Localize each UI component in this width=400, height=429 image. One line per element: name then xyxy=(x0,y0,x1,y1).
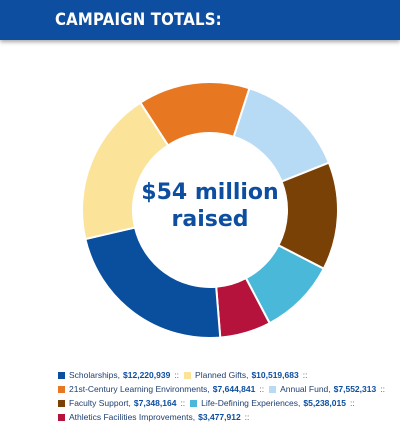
legend-separator: :: xyxy=(349,398,355,408)
legend-label: 21st-Century Learning Environments, xyxy=(69,384,210,394)
center-amount: $54 million xyxy=(141,180,278,205)
legend-separator: :: xyxy=(180,398,186,408)
slice-scholarships xyxy=(84,226,222,339)
legend-value: $7,348,164 xyxy=(133,398,177,408)
legend-value: $12,220,939 xyxy=(123,370,171,380)
legend-label: Life-Defining Experiences, xyxy=(201,398,301,408)
legend-row: Faculty Support, $7,348,164:: Life-Definin… xyxy=(58,396,398,410)
legend-value: $10,519,683 xyxy=(251,370,299,380)
slice-planned-gifts xyxy=(81,101,170,241)
legend-value: $5,238,015 xyxy=(303,398,346,408)
legend-value: $3,477,912 xyxy=(198,412,241,422)
legend-swatch xyxy=(58,399,65,407)
chart-legend: Scholarships, $12,220,939:: Planned Gifts,… xyxy=(58,368,398,424)
legend-swatch xyxy=(184,371,192,379)
legend-separator: :: xyxy=(380,384,385,394)
legend-swatch xyxy=(58,413,65,421)
legend-label: Athletics Facilities Improvements, xyxy=(69,412,196,422)
legend-swatch xyxy=(58,371,65,379)
legend-value: $7,644,841 xyxy=(212,384,256,394)
center-label: raised xyxy=(172,207,249,232)
legend-separator: :: xyxy=(302,370,308,380)
header-bar: CAMPAIGN TOTALS: xyxy=(0,0,400,40)
legend-label: Planned Gifts, xyxy=(195,370,249,380)
legend-separator: :: xyxy=(174,370,180,380)
legend-row: Scholarships, $12,220,939:: Planned Gifts,… xyxy=(58,368,398,382)
legend-row: 21st-Century Learning Environments, $7,64… xyxy=(58,382,398,396)
legend-entry: Planned Gifts, $10,519,683:: xyxy=(184,370,312,380)
legend-separator: :: xyxy=(244,412,250,422)
legend-entry: Annual Fund, $7,552,313:: xyxy=(269,384,390,394)
legend-entry: Life-Defining Experiences, $5,238,015:: xyxy=(190,398,360,408)
legend-entry: Faculty Support, $7,348,164:: xyxy=(58,398,190,408)
legend-row: Athletics Facilities Improvements, $3,477… xyxy=(58,410,398,424)
legend-swatch xyxy=(269,385,277,393)
legend-entry: Scholarships, $12,220,939:: xyxy=(58,370,184,380)
page-title: CAMPAIGN TOTALS: xyxy=(55,10,222,30)
legend-entry: Athletics Facilities Improvements, $3,477… xyxy=(58,412,254,422)
legend-swatch xyxy=(190,399,198,407)
legend-entry: 21st-Century Learning Environments, $7,64… xyxy=(58,384,269,394)
donut-chart: $54 million raised xyxy=(81,81,339,339)
legend-label: Faculty Support, xyxy=(69,398,131,408)
legend-swatch xyxy=(58,385,65,393)
legend-label: Annual Fund, xyxy=(280,384,331,394)
legend-separator: :: xyxy=(259,384,265,394)
legend-value: $7,552,313 xyxy=(333,384,377,394)
legend-label: Scholarships, xyxy=(69,370,121,380)
